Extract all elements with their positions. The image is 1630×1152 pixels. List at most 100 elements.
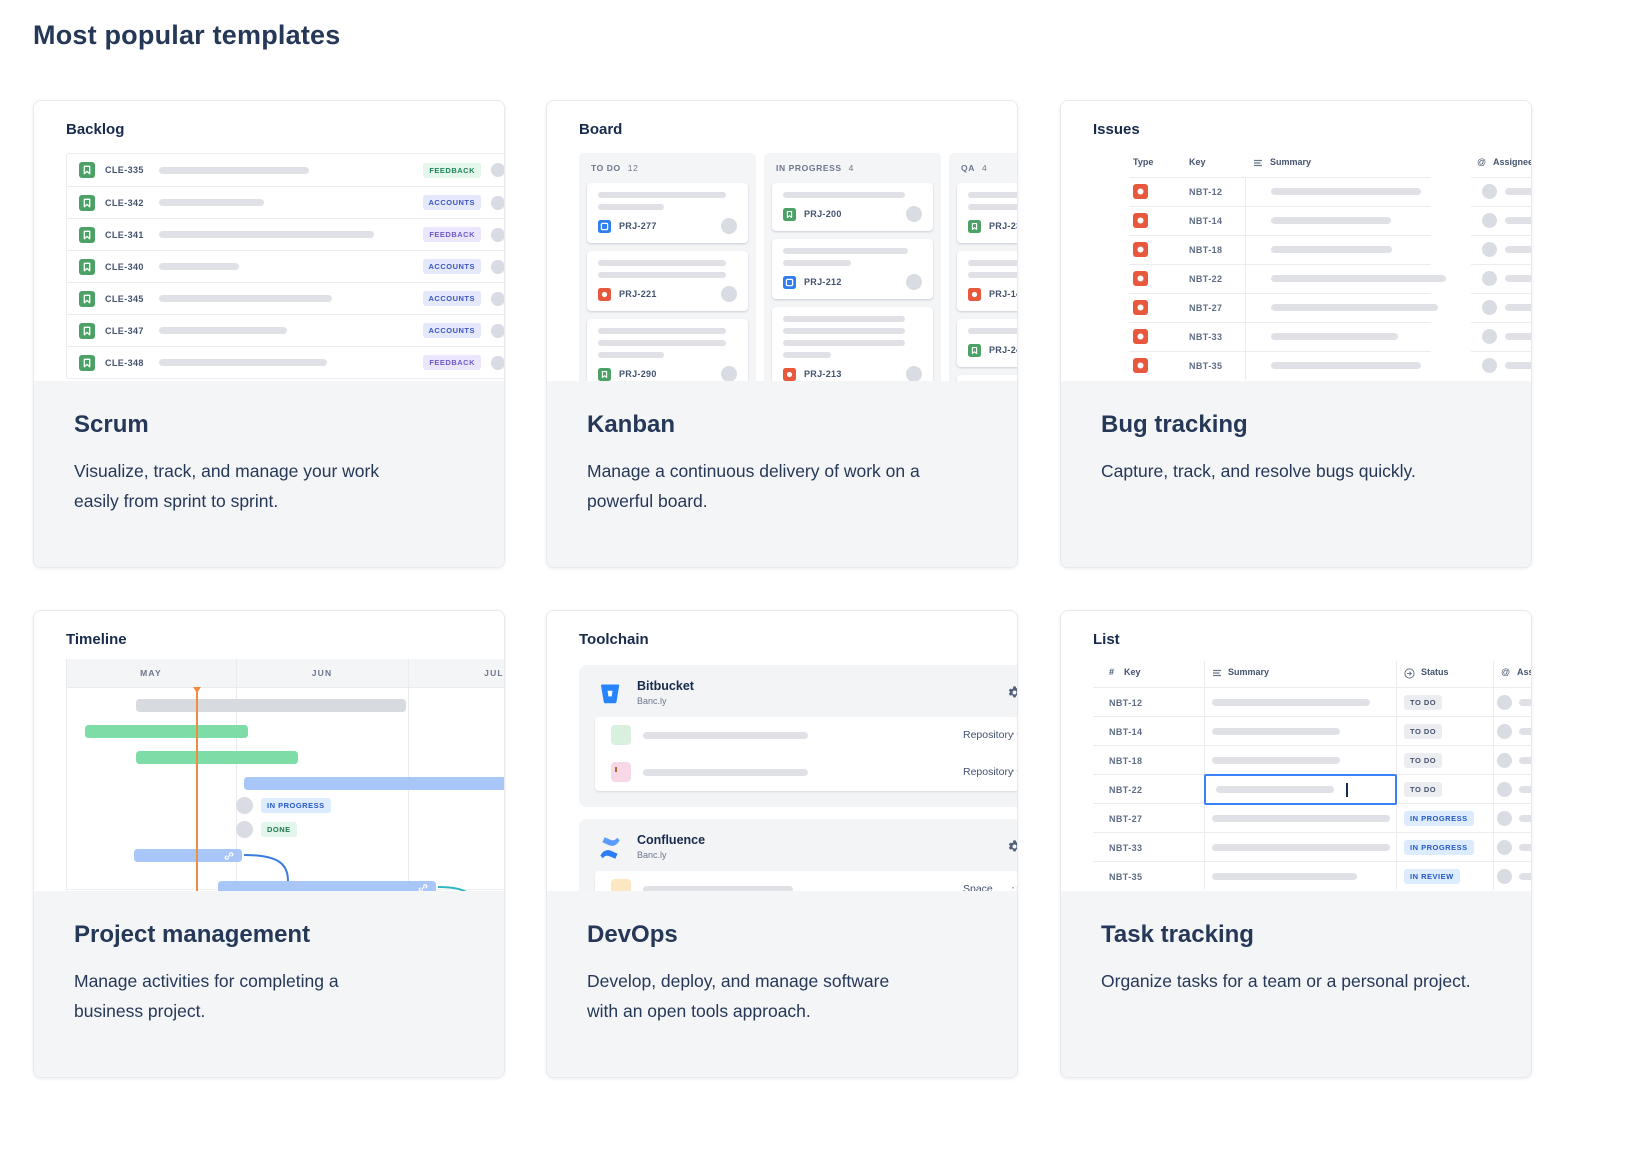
list-row: NBT-14 TO DO <box>1093 716 1531 745</box>
column-count: 12 <box>627 163 639 173</box>
board-card <box>957 375 1017 381</box>
skeleton-bar <box>1519 757 1531 764</box>
label-badge: ACCOUNTS <box>422 291 481 306</box>
label-badge: FEEDBACK <box>423 355 481 370</box>
toolchain-group-confluence: Confluence Banc.ly Space ⋯ <box>579 819 1017 891</box>
card-footer: PRJ-290 <box>598 366 737 381</box>
template-card-scrum[interactable]: Backlog CLE-335 FEEDBACK CLE-342 ACCOUNT… <box>33 100 505 568</box>
skeleton-bar <box>643 732 808 739</box>
template-card-kanban[interactable]: Board TO DO 12 PRJ-277 PRJ-221 PRJ-290 <box>546 100 1018 568</box>
issues-preview: Issues Type Key Summary @ Assignee NBT-1… <box>1061 101 1531 381</box>
bug-icon <box>1133 271 1148 286</box>
issue-key: PRJ-213 <box>804 369 842 379</box>
skeleton-bar <box>968 328 1017 334</box>
issue-key: CLE-348 <box>105 357 144 368</box>
summary-edit-cell <box>1204 774 1397 805</box>
tool-item-row: Repository ⋯ <box>595 717 1017 754</box>
skeleton-bar <box>1519 844 1531 851</box>
avatar <box>491 291 504 306</box>
card-info: DevOps Develop, deploy, and manage softw… <box>547 891 1017 1077</box>
template-title: Scrum <box>74 411 149 438</box>
avatar <box>236 821 253 838</box>
board-card: PRJ-243 <box>957 319 1017 367</box>
template-title: Task tracking <box>1101 921 1254 948</box>
skeleton-bar <box>598 260 726 266</box>
tool-item-list: Space ⋯ <box>595 871 1017 891</box>
avatar <box>1497 869 1512 884</box>
board-card: PRJ-221 <box>587 251 748 311</box>
skeleton-bar <box>1519 699 1531 706</box>
issues-table: Type Key Summary @ Assignee NBT-12 <box>1093 151 1531 380</box>
status-badge: TO DO <box>1404 753 1443 768</box>
template-card-project-management[interactable]: Timeline MAY JUN JUL IN PROGRES <box>33 610 505 1078</box>
skeleton-bar <box>1271 304 1438 311</box>
issue-key: CLE-335 <box>105 165 144 175</box>
issue-key: CLE-342 <box>105 197 144 208</box>
avatar <box>1482 184 1497 199</box>
col-status: Status <box>1421 667 1449 677</box>
skeleton-bar <box>598 192 726 198</box>
summary-lines-icon <box>1253 158 1263 170</box>
repo-emoji-icon <box>611 762 631 782</box>
template-card-bug-tracking[interactable]: Issues Type Key Summary @ Assignee NBT-1… <box>1060 100 1532 568</box>
column-name: QA <box>961 163 975 173</box>
status-flag-row: DONE <box>236 821 297 838</box>
issue-row: NBT-14 <box>1093 206 1531 235</box>
card-footer: PRJ-200 <box>783 206 922 222</box>
bug-icon <box>1133 358 1148 373</box>
list-table: # Key Summary Status @ Assignee NBT-12 T… <box>1093 661 1531 890</box>
status-circle-icon <box>1404 668 1415 681</box>
gear-icon <box>1007 685 1017 700</box>
skeleton-bar <box>1212 699 1370 706</box>
skeleton-bar <box>1212 757 1340 764</box>
issue-key: NBT-35 <box>1109 872 1143 882</box>
col-key: Key <box>1124 667 1141 677</box>
month-header-band <box>66 659 504 687</box>
backlog-row: CLE-342 ACCOUNTS <box>67 186 504 218</box>
template-card-devops[interactable]: Toolchain Bitbucket Banc.ly Repository ⋯ <box>546 610 1018 1078</box>
skeleton-bar <box>598 272 726 278</box>
status-badge: IN PROGRESS <box>1404 811 1474 826</box>
issue-key: PRJ-200 <box>804 209 842 219</box>
avatar <box>1482 329 1497 344</box>
tool-item-list: Repository ⋯ Repository ⋯ <box>595 717 1017 791</box>
tool-org: Banc.ly <box>637 696 667 706</box>
bug-icon <box>1133 329 1148 344</box>
status-badge: DONE <box>261 822 297 837</box>
template-card-task-tracking[interactable]: List # Key Summary Status @ Assignee NBT… <box>1060 610 1532 1078</box>
skeleton-bar <box>159 359 327 366</box>
column-name: IN PROGRESS <box>776 163 842 173</box>
avatar <box>1497 840 1512 855</box>
avatar <box>1482 271 1497 286</box>
skeleton-bar <box>783 340 905 346</box>
gantt-bar-gray <box>136 699 406 712</box>
preview-title: List <box>1093 631 1120 648</box>
template-title: Project management <box>74 921 311 948</box>
skeleton-bar <box>1505 246 1531 253</box>
skeleton-bar <box>1271 246 1392 253</box>
skeleton-bar <box>968 272 1017 278</box>
list-row: NBT-12 TO DO <box>1093 687 1531 716</box>
board-card: PRJ-200 <box>772 183 933 231</box>
label-badge: FEEDBACK <box>423 162 481 178</box>
skeleton-bar <box>968 192 1017 198</box>
confluence-logo <box>595 833 625 863</box>
issue-key: PRJ-212 <box>804 277 842 287</box>
link-icon <box>224 851 234 861</box>
col-key: Key <box>1189 157 1206 167</box>
issue-row: NBT-18 <box>1093 235 1531 264</box>
issue-key: NBT-22 <box>1189 274 1223 284</box>
tool-name: Confluence <box>637 833 706 847</box>
template-description: Capture, track, and resolve bugs quickly… <box>1101 461 1416 481</box>
story-icon <box>79 354 95 371</box>
issue-key: CLE-340 <box>105 261 144 272</box>
issue-key: NBT-33 <box>1109 843 1143 853</box>
month-label: JUL <box>484 668 504 678</box>
skeleton-bar <box>968 260 1017 266</box>
issue-key: NBT-12 <box>1109 698 1143 708</box>
skeleton-bar <box>1212 815 1390 822</box>
label-badge: ACCOUNTS <box>422 323 481 338</box>
bug-icon <box>968 287 981 301</box>
bug-icon <box>1133 300 1148 315</box>
issue-key: NBT-33 <box>1189 332 1223 342</box>
